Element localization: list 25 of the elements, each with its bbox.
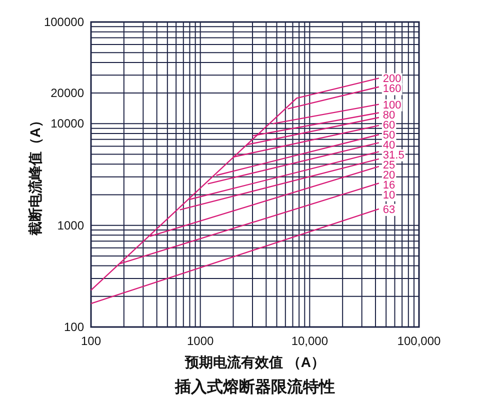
series-label: 16 xyxy=(382,179,396,192)
series-label: 40 xyxy=(382,139,396,152)
series-label: 20 xyxy=(382,169,396,182)
series-label: 100 xyxy=(382,99,402,112)
series-label: 10 xyxy=(382,189,396,202)
series-label: 160 xyxy=(382,83,402,96)
series-label: 200 xyxy=(382,73,402,86)
y-tick-label: 20000 xyxy=(50,86,84,100)
series-label: 50 xyxy=(382,129,396,142)
y-tick-label: 100000 xyxy=(44,15,84,29)
y-tick-label: 100 xyxy=(64,320,84,334)
x-tick-label: 1000 xyxy=(186,334,214,348)
x-tick-label: 10,000 xyxy=(291,334,328,348)
y-tick-label: 1000 xyxy=(57,218,84,232)
y-axis-title: 截断电流峰值（A） xyxy=(27,113,43,237)
series-label: 25 xyxy=(382,159,396,172)
series-label: 80 xyxy=(382,109,396,122)
x-tick-label: 100 xyxy=(80,334,102,348)
text: 插入式熔断器限流特性 xyxy=(174,377,335,396)
series-label: 60 xyxy=(382,119,396,132)
y-tick-label: 10000 xyxy=(50,116,84,131)
series-label: 63 xyxy=(382,204,396,216)
x-tick-label: 100,000 xyxy=(397,334,442,348)
x-axis-title: 预期电流有效值 （A） xyxy=(184,354,325,370)
series-label: 31.5 xyxy=(382,149,404,162)
